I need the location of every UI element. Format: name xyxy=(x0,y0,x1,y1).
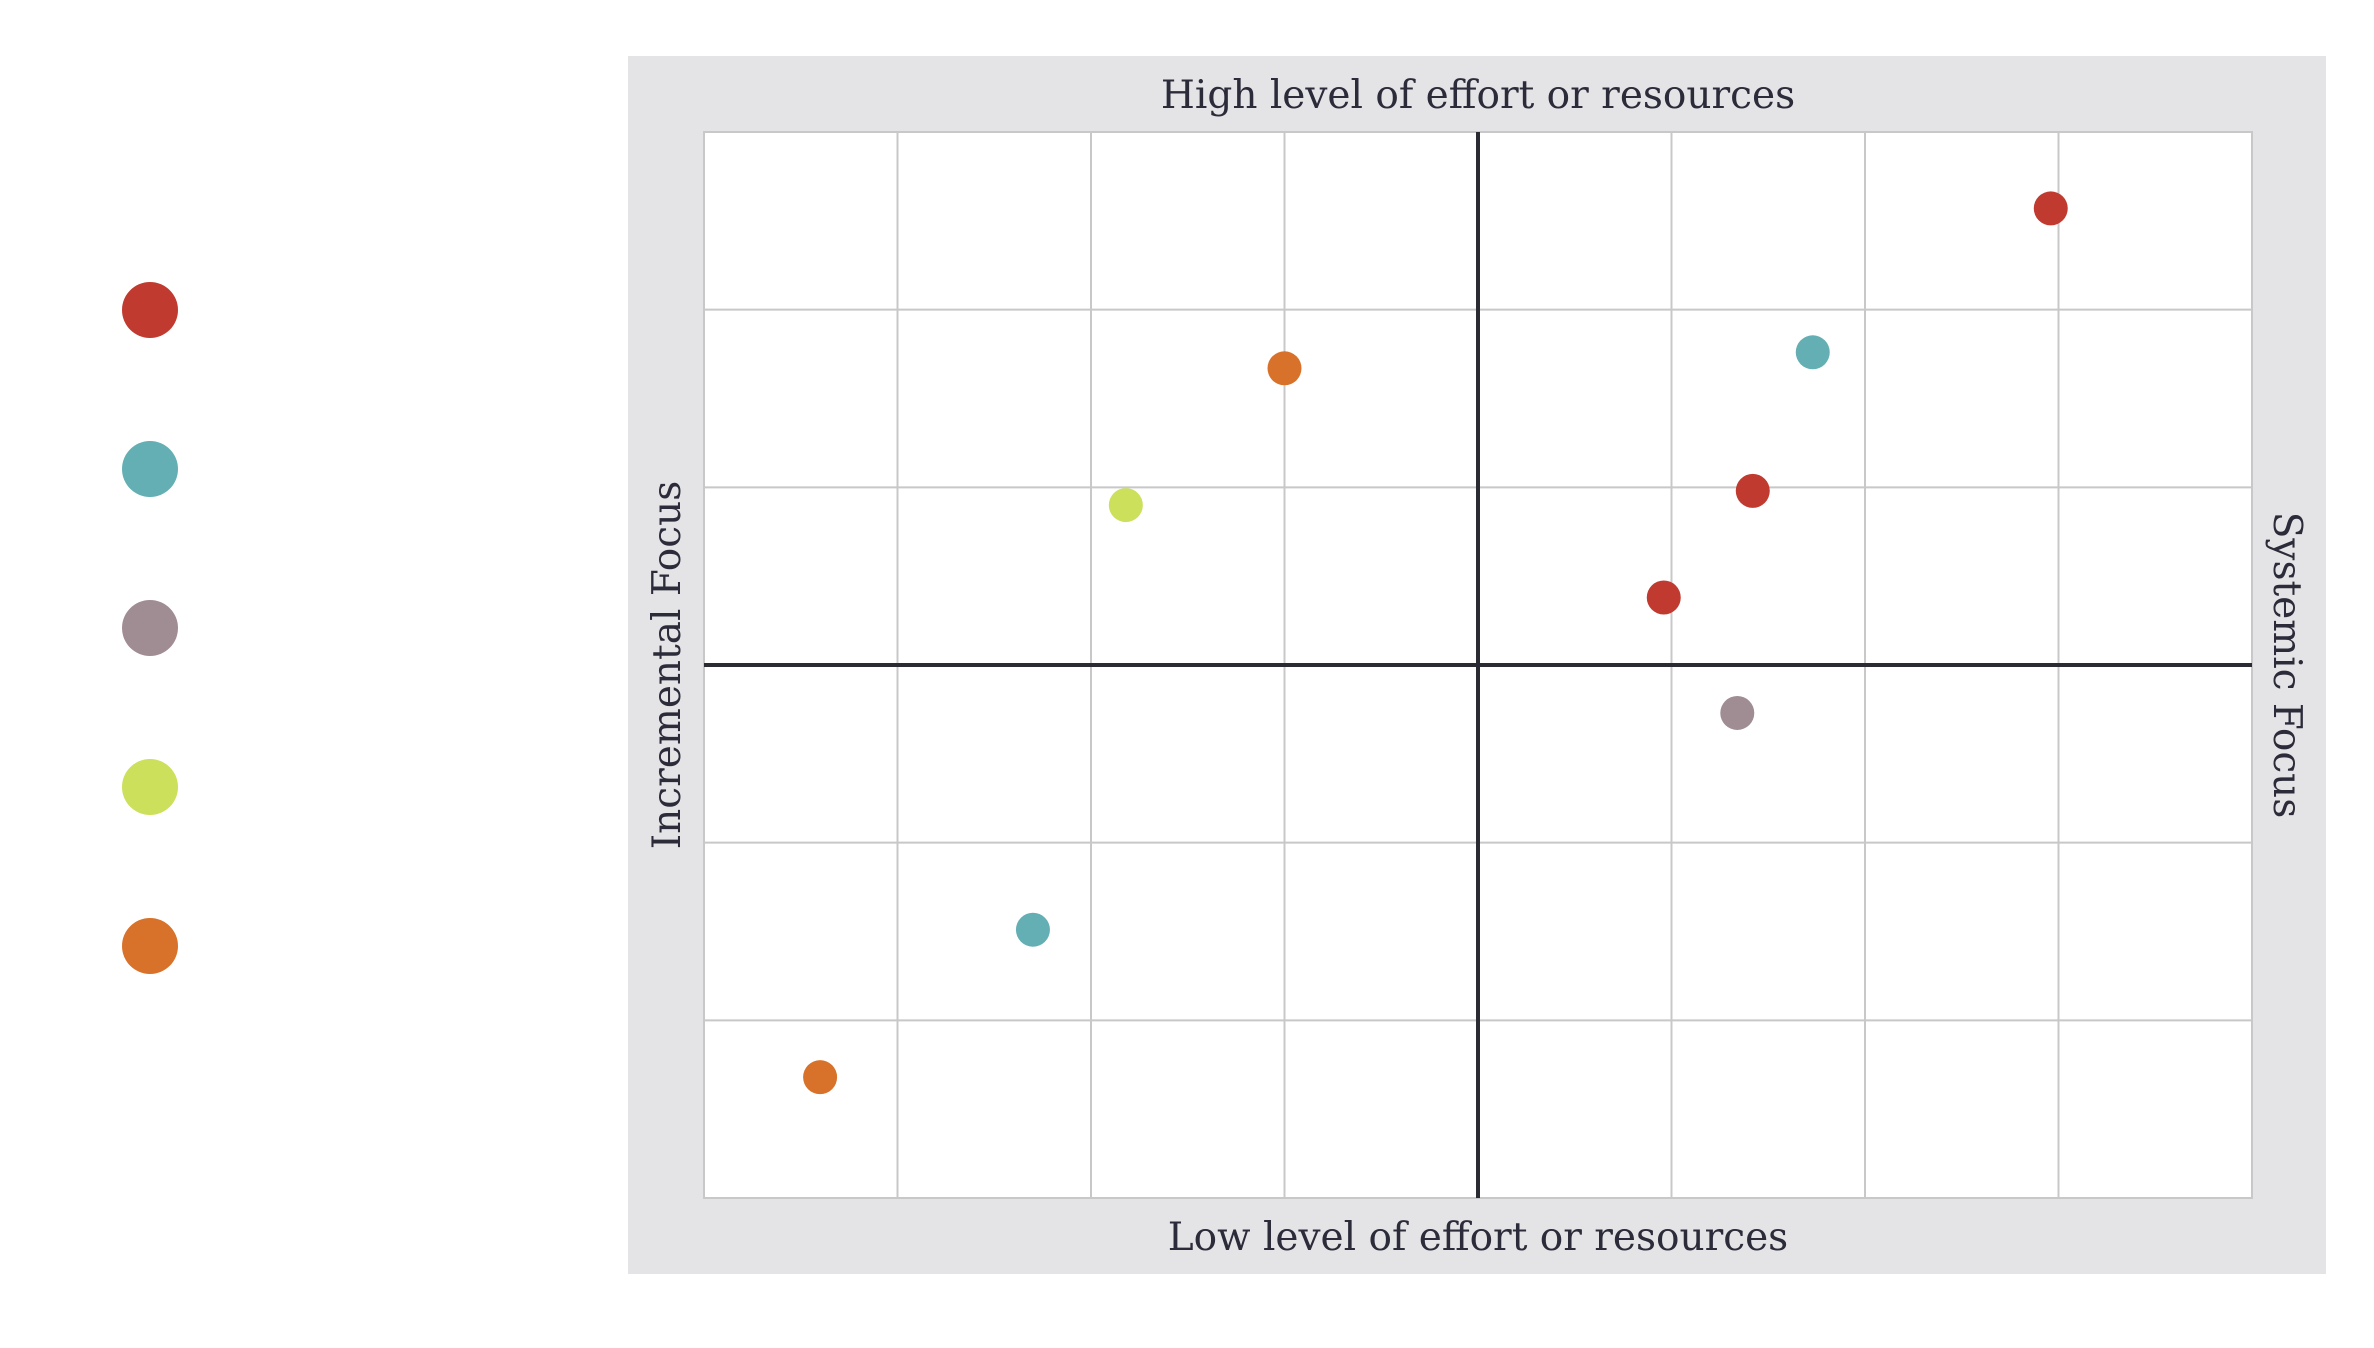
left-axis-label: Incremental Focus xyxy=(645,481,690,849)
top-axis-label: High level of effort or resources xyxy=(1161,73,1795,118)
legend-swatch xyxy=(122,759,178,815)
right-axis-label: Systemic Focus xyxy=(2264,512,2309,819)
data-point xyxy=(1720,695,1755,730)
data-point xyxy=(1735,473,1770,508)
data-point xyxy=(1646,580,1681,615)
data-points xyxy=(803,191,2068,1095)
legend-swatch xyxy=(122,441,178,497)
data-point xyxy=(803,1060,838,1095)
data-point xyxy=(1267,351,1302,386)
legend-swatch xyxy=(122,918,178,974)
legend-swatch xyxy=(122,282,178,338)
data-point xyxy=(1795,335,1830,370)
data-point xyxy=(1015,912,1050,947)
legend xyxy=(0,0,300,1348)
center-axes xyxy=(704,132,2252,1198)
bottom-axis-label: Low level of effort or resources xyxy=(1168,1215,1788,1260)
data-point xyxy=(1108,488,1143,523)
legend-swatch xyxy=(122,600,178,656)
data-point xyxy=(2033,191,2068,226)
